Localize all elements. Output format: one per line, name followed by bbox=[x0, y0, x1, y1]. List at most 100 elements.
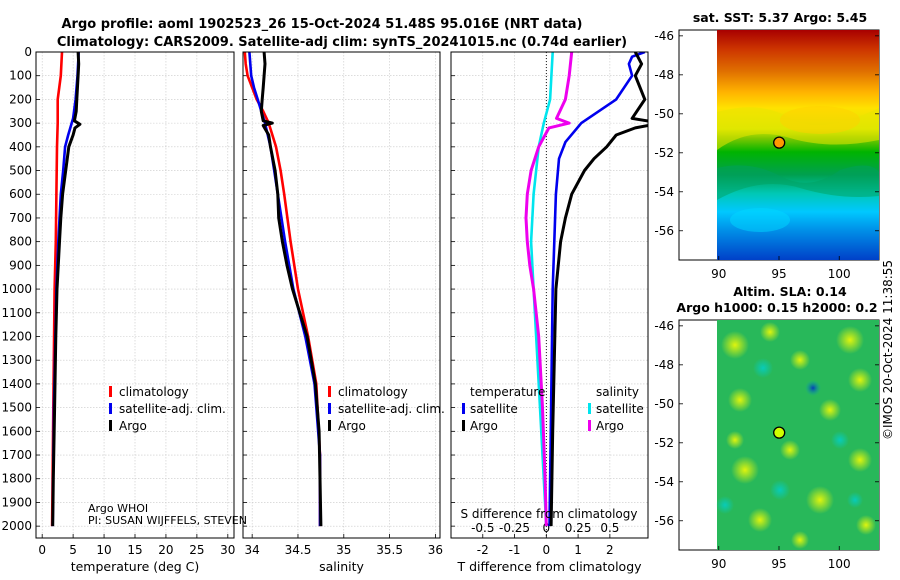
legend-label-argo: Argo bbox=[119, 419, 147, 433]
y-tick-label: 300 bbox=[9, 116, 32, 130]
series-line-temperature-argo bbox=[549, 52, 648, 527]
sla-map: -46 -48 -50 -52 -54 -56 90 95 100 bbox=[654, 319, 880, 571]
sst-map-title: sat. SST: 5.37 Argo: 5.45 bbox=[693, 10, 867, 25]
x-tick-label: 30 bbox=[220, 543, 235, 557]
sla-anomaly-patch bbox=[831, 431, 849, 449]
series-line-salinity-satellite bbox=[529, 52, 554, 527]
sla-anomaly-patch bbox=[731, 456, 759, 484]
lon-tick-label: 95 bbox=[771, 557, 786, 571]
figure-title-line2: Climatology: CARS2009. Satellite-adj cli… bbox=[57, 35, 627, 50]
salinity-frame bbox=[242, 51, 441, 539]
x-tick-label: 0 bbox=[38, 543, 46, 557]
secondary-x-tick-label: 0.5 bbox=[600, 521, 619, 535]
x-tick-label: -2 bbox=[477, 543, 489, 557]
y-tick-label: 1900 bbox=[1, 495, 32, 509]
legend-label-satellite: satellite-adj. clim. bbox=[338, 402, 445, 416]
y-tick-label: 900 bbox=[9, 258, 32, 272]
sla-anomaly-patch bbox=[847, 492, 863, 508]
y-tick-label: 0 bbox=[24, 45, 32, 59]
x-tick-label: 34 bbox=[245, 543, 260, 557]
sla-anomaly-patch bbox=[726, 431, 744, 449]
sla-anomaly-patch bbox=[780, 440, 800, 460]
sla-anomaly-patch bbox=[790, 350, 810, 370]
sla-map-title-line1: Altim. SLA: 0.14 bbox=[733, 284, 847, 299]
lon-tick-label: 95 bbox=[771, 267, 786, 281]
sla-anomaly-patch bbox=[819, 399, 841, 421]
timestamp-label: ©IMOS 20-Oct-2024 11:38:55 bbox=[881, 260, 895, 440]
y-tick-label: 100 bbox=[9, 69, 32, 83]
lat-tick-label: -50 bbox=[654, 397, 674, 411]
y-tick-label: 2000 bbox=[1, 519, 32, 533]
legend-swatch-satellite bbox=[109, 403, 112, 414]
x-tick-label: 25 bbox=[189, 543, 204, 557]
y-tick-label: 800 bbox=[9, 235, 32, 249]
credit-line1: Argo WHOI bbox=[88, 502, 148, 515]
x-tick-label: 34.5 bbox=[285, 543, 312, 557]
y-tick-label: 500 bbox=[9, 164, 32, 178]
y-tick-label: 400 bbox=[9, 140, 32, 154]
difference-legend: temperature satellite Argo salinity sate… bbox=[462, 385, 644, 433]
legend-swatch-satellite bbox=[328, 403, 331, 414]
legend-swatch-temp-argo bbox=[462, 420, 465, 431]
y-tick-label: 1400 bbox=[1, 377, 32, 391]
y-tick-label: 1300 bbox=[1, 353, 32, 367]
lon-tick-label: 100 bbox=[828, 557, 851, 571]
y-tick-label: 1800 bbox=[1, 472, 32, 486]
salinity-plot-area bbox=[243, 52, 440, 538]
legend-heading-salinity: salinity bbox=[596, 385, 639, 399]
sla-anomaly-patch bbox=[806, 486, 834, 514]
sst-cold-patch bbox=[730, 208, 790, 232]
lon-tick-label: 90 bbox=[711, 267, 726, 281]
sst-eddy bbox=[780, 106, 860, 134]
temperature-panel: 0 5 10 15 20 25 300100200300400500600700800900… bbox=[1, 45, 235, 574]
x-tick-label: 0 bbox=[543, 543, 551, 557]
x-tick-label: 1 bbox=[574, 543, 582, 557]
salinity-series bbox=[243, 52, 323, 527]
x-tick-label: 10 bbox=[96, 543, 111, 557]
sla-map-ticks: -46 -48 -50 -52 -54 -56 90 95 100 bbox=[654, 319, 879, 571]
sst-map: -46 -48 -50 -52 -54 -56 90 95 100 bbox=[654, 29, 880, 281]
x-tick-label: 36 bbox=[428, 543, 443, 557]
sla-anomaly-patch bbox=[753, 358, 773, 378]
salinity-legend: climatology satellite-adj. clim. Argo bbox=[328, 385, 445, 433]
y-tick-label: 1200 bbox=[1, 329, 32, 343]
lat-tick-label: -54 bbox=[654, 475, 674, 489]
secondary-x-tick-label: 0.25 bbox=[565, 521, 592, 535]
sla-anomaly-patch bbox=[791, 531, 809, 549]
secondary-x-tick-label: 0 bbox=[543, 521, 551, 535]
lon-tick-label: 100 bbox=[828, 267, 851, 281]
sla-anomaly-patch bbox=[848, 448, 872, 472]
lat-tick-label: -48 bbox=[654, 358, 674, 372]
x-tick-label: 5 bbox=[69, 543, 77, 557]
sla-anomaly-blobs bbox=[716, 322, 876, 549]
y-tick-label: 600 bbox=[9, 187, 32, 201]
y-tick-label: 1600 bbox=[1, 424, 32, 438]
lon-tick-label: 90 bbox=[711, 557, 726, 571]
lat-tick-label: -46 bbox=[654, 319, 674, 333]
lat-tick-label: -56 bbox=[654, 514, 674, 528]
sst-float-marker bbox=[773, 136, 786, 149]
figure-title-line1: Argo profile: aoml 1902523_26 15-Oct-202… bbox=[62, 17, 583, 32]
legend-swatch-sal-satellite bbox=[588, 403, 591, 414]
legend-heading-temperature: temperature bbox=[470, 385, 545, 399]
lat-tick-label: -50 bbox=[654, 107, 674, 121]
y-tick-label: 200 bbox=[9, 92, 32, 106]
sla-anomaly-patch bbox=[770, 480, 790, 500]
sla-anomaly-patch bbox=[716, 496, 734, 514]
legend-label-temp-satellite: satellite bbox=[470, 402, 518, 416]
series-line-temperature-satellite bbox=[548, 52, 646, 527]
secondary-axis-label: S difference from climatology bbox=[461, 507, 638, 521]
legend-label-climatology: climatology bbox=[338, 385, 408, 399]
salinity-panel: 34 34.5 35 35.5 36 salinity bbox=[242, 51, 443, 574]
secondary-x-tick-label: -0.5 bbox=[471, 521, 494, 535]
difference-frame bbox=[450, 51, 649, 539]
legend-label-sal-argo: Argo bbox=[596, 419, 624, 433]
y-tick-label: 1100 bbox=[1, 306, 32, 320]
y-tick-label: 1700 bbox=[1, 448, 32, 462]
profile-panels: 0 5 10 15 20 25 300100200300400500600700800900… bbox=[1, 45, 649, 574]
sla-float-marker bbox=[773, 426, 786, 439]
x-axis-label: salinity bbox=[319, 559, 364, 574]
sla-anomaly-patch bbox=[848, 368, 872, 392]
legend-label-argo: Argo bbox=[338, 419, 366, 433]
